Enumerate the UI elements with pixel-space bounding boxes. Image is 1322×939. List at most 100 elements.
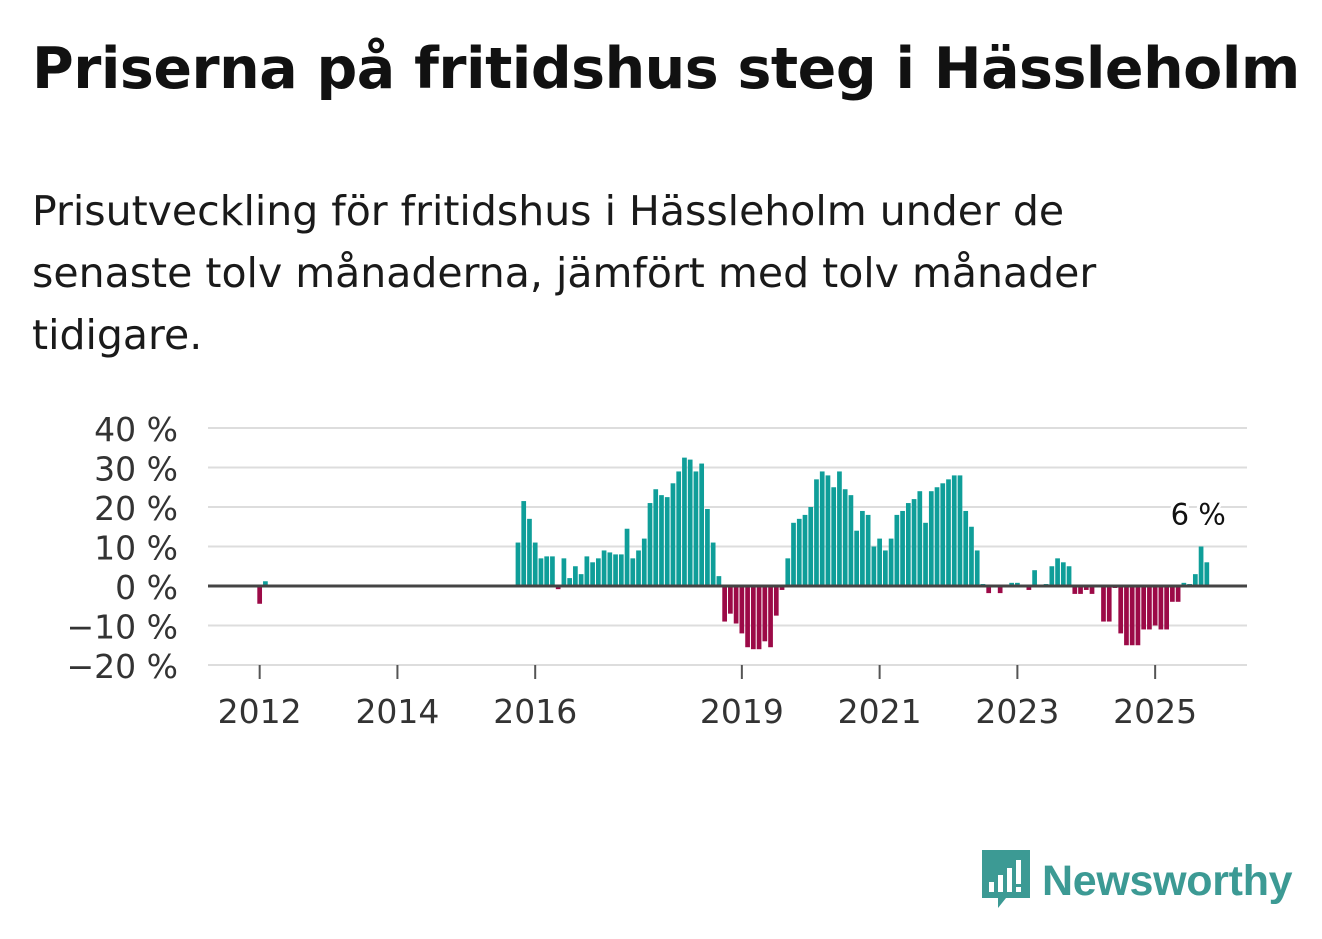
bar <box>791 522 796 586</box>
bar <box>515 542 521 586</box>
bar <box>894 514 900 586</box>
bar <box>745 586 750 648</box>
bar <box>1060 562 1066 586</box>
bar <box>618 554 624 586</box>
bar <box>567 578 572 586</box>
bar <box>969 526 974 586</box>
bar <box>1141 586 1147 630</box>
y-tick-label: 0 % <box>115 568 178 607</box>
bar <box>676 471 682 586</box>
bar <box>848 495 854 586</box>
bar <box>911 499 917 586</box>
bar <box>630 558 636 586</box>
bar <box>923 522 928 586</box>
bar <box>521 501 527 586</box>
newsworthy-logo-icon <box>982 850 1030 908</box>
bar <box>1089 586 1095 594</box>
bar <box>664 497 670 587</box>
bar <box>550 556 555 587</box>
annotation-label: 6 % <box>1171 497 1226 531</box>
bar <box>647 503 653 586</box>
bar <box>865 514 871 586</box>
bar <box>1072 586 1078 594</box>
bar <box>986 586 992 594</box>
bar <box>1078 586 1083 594</box>
bar <box>670 483 676 586</box>
x-tick-label: 2012 <box>218 692 302 731</box>
bar <box>1026 586 1032 590</box>
bar <box>1147 586 1152 630</box>
bar <box>601 550 607 586</box>
bar <box>802 514 808 586</box>
bar <box>1181 582 1187 586</box>
bar <box>693 471 699 586</box>
x-tick-label: 2021 <box>838 692 922 731</box>
bar <box>257 586 263 604</box>
bar <box>934 487 940 586</box>
bar <box>837 471 842 586</box>
bar <box>624 528 630 586</box>
bar <box>785 558 791 586</box>
bar <box>808 507 814 586</box>
bar <box>860 510 865 586</box>
y-tick-label: −20 % <box>67 647 179 686</box>
bar <box>527 518 532 586</box>
bar <box>728 586 733 614</box>
bar <box>1129 586 1135 646</box>
bar <box>756 586 762 650</box>
label-layer: 40 %30 %20 %10 %0 %−10 %−20 % 2012 2014 201… <box>67 410 1229 731</box>
x-tick-label: 2023 <box>975 692 1059 731</box>
y-tick-label: −10 % <box>67 608 179 647</box>
bar <box>883 550 888 586</box>
bar <box>561 558 567 586</box>
bar <box>773 586 779 616</box>
bar <box>1124 586 1129 646</box>
bar <box>584 556 590 587</box>
bar <box>578 574 584 586</box>
bar <box>768 586 773 648</box>
x-tick-label: 2014 <box>355 692 439 731</box>
bar <box>877 538 882 586</box>
bar <box>607 552 613 586</box>
bar <box>1015 582 1020 586</box>
brand-name: Newsworthy <box>1042 856 1293 905</box>
bar <box>595 558 601 586</box>
bar <box>544 556 550 587</box>
bar <box>854 530 860 586</box>
bar <box>722 586 727 622</box>
bar <box>613 554 618 586</box>
bar <box>555 586 561 590</box>
bar <box>733 586 739 624</box>
bar <box>1106 586 1112 622</box>
bar <box>974 550 980 586</box>
grid-layer <box>208 427 1247 666</box>
x-tick-label: 2016 <box>493 692 577 731</box>
bar <box>888 538 894 586</box>
bar <box>590 562 595 586</box>
bars-layer <box>257 457 1210 650</box>
bar <box>1118 586 1124 634</box>
bar <box>1009 582 1014 586</box>
bar <box>762 586 768 642</box>
y-tick-label: 20 % <box>94 489 178 528</box>
bar <box>750 586 756 650</box>
bar <box>1083 586 1089 590</box>
bar <box>940 483 946 586</box>
bar <box>963 510 969 586</box>
y-tick-label: 10 % <box>94 529 178 568</box>
bar <box>1164 586 1169 630</box>
bar <box>1101 586 1106 622</box>
bar <box>825 475 831 586</box>
bar <box>796 518 802 586</box>
bar <box>532 542 538 586</box>
bar <box>1066 566 1072 586</box>
bar <box>917 491 923 586</box>
bar <box>641 538 647 586</box>
bar <box>263 581 268 586</box>
bar <box>871 546 877 586</box>
bar <box>1175 586 1181 602</box>
bar <box>1049 566 1055 586</box>
bar <box>997 586 1003 594</box>
bar <box>687 459 693 586</box>
bar <box>842 489 848 586</box>
